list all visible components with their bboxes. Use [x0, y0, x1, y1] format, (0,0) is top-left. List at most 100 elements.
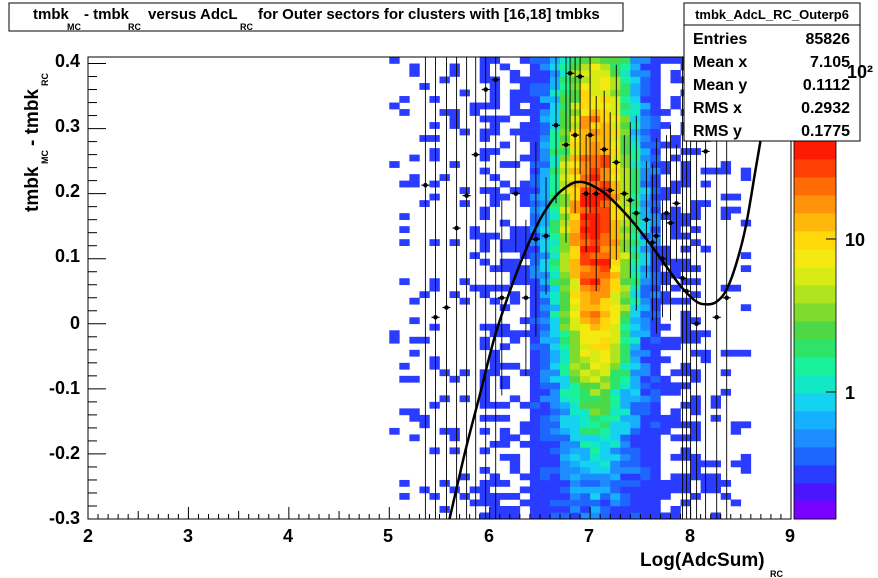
heatmap-cell	[620, 460, 631, 468]
heatmap-cell	[610, 408, 621, 416]
heatmap-cell	[479, 414, 491, 422]
heatmap-cell	[680, 486, 691, 494]
heatmap-cell	[600, 343, 611, 351]
heatmap-cell	[600, 349, 611, 357]
heatmap-cell	[620, 395, 631, 403]
heatmap-cell	[399, 109, 410, 116]
heatmap-cell	[630, 440, 641, 448]
heatmap-cell	[590, 466, 601, 474]
heatmap-cell	[650, 115, 661, 123]
profile-marker	[523, 295, 529, 301]
heatmap-cell	[409, 70, 420, 77]
heatmap-cell	[489, 505, 501, 513]
heatmap-cell	[549, 291, 561, 299]
heatmap-cell	[519, 265, 531, 273]
heatmap-cell	[479, 148, 491, 155]
heatmap-cell	[539, 421, 551, 429]
heatmap-cell	[560, 271, 571, 279]
heatmap-cell	[549, 219, 561, 227]
heatmap-cell	[529, 245, 541, 253]
heatmap-cell	[670, 57, 681, 64]
heatmap-cell	[399, 375, 410, 383]
heatmap-cell	[580, 414, 591, 422]
heatmap-cell	[690, 213, 701, 220]
heatmap-cell	[600, 408, 611, 416]
heatmap-cell	[590, 388, 601, 396]
heatmap-cell	[710, 401, 721, 409]
heatmap-cell	[479, 388, 491, 396]
heatmap-cell	[630, 167, 641, 175]
heatmap-cell	[630, 434, 641, 442]
heatmap-cell	[529, 232, 541, 240]
heatmap-cell	[580, 343, 591, 351]
heatmap-cell	[509, 96, 521, 103]
heatmap-cell	[529, 83, 541, 90]
heatmap-cell	[519, 135, 531, 142]
heatmap-cell	[650, 291, 661, 299]
heatmap-cell	[549, 414, 561, 422]
heatmap-cell	[509, 395, 521, 403]
heatmap-cell	[570, 453, 581, 461]
heatmap-cell	[600, 460, 611, 468]
heatmap-cell	[600, 362, 611, 370]
heatmap-cell	[560, 239, 571, 247]
heatmap-cell	[449, 70, 460, 77]
heatmap-cell	[640, 421, 651, 429]
heatmap-cell	[509, 128, 521, 136]
y-axis-label-sub1: MC	[40, 150, 50, 164]
heatmap-cell	[409, 408, 420, 416]
heatmap-cell	[710, 395, 721, 403]
profile-marker	[593, 191, 599, 196]
heatmap-cell	[519, 226, 531, 233]
heatmap-cell	[549, 135, 561, 142]
heatmap-cell	[640, 330, 651, 338]
heatmap-cell	[489, 89, 501, 97]
heatmap-cell	[600, 200, 611, 207]
heatmap-cell	[519, 96, 531, 103]
heatmap-cell	[519, 499, 531, 507]
heatmap-cell	[499, 161, 511, 168]
heatmap-cell	[519, 109, 531, 116]
heatmap-cell	[610, 70, 621, 77]
heatmap-cell	[549, 447, 561, 455]
heatmap-cell	[620, 252, 631, 260]
heatmap-cell	[539, 304, 551, 312]
heatmap-cell	[640, 336, 651, 344]
profile-marker	[644, 217, 649, 222]
heatmap-cell	[580, 161, 591, 168]
heatmap-cell	[419, 414, 430, 422]
heatmap-cell	[630, 343, 641, 351]
stats-value: 85826	[806, 31, 851, 48]
heatmap-cell	[399, 278, 410, 286]
heatmap-cell	[499, 141, 511, 149]
heatmap-cell	[529, 109, 541, 116]
heatmap-cell	[580, 401, 591, 409]
heatmap-cell	[640, 447, 651, 455]
heatmap-cell	[449, 486, 460, 494]
heatmap-cell	[409, 349, 420, 357]
heatmap-cell	[539, 226, 551, 233]
heatmap-cell	[539, 76, 551, 84]
heatmap-cell	[740, 466, 752, 474]
heatmap-cell	[529, 369, 541, 377]
heatmap-cell	[630, 89, 641, 97]
heatmap-cell	[630, 154, 641, 162]
heatmap-cell	[730, 193, 742, 201]
heatmap-cell	[539, 180, 551, 188]
heatmap-cell	[509, 232, 521, 240]
heatmap-cell	[660, 297, 671, 305]
heatmap-cell	[529, 180, 541, 188]
heatmap-cell	[620, 408, 631, 416]
heatmap-cell	[620, 70, 631, 77]
heatmap-cell	[600, 447, 611, 455]
profile-marker	[724, 295, 729, 301]
palette-swatch	[794, 249, 836, 268]
heatmap-cell	[640, 174, 651, 181]
profile-marker	[622, 191, 627, 196]
heatmap-cell	[560, 453, 571, 461]
profile-marker	[433, 315, 438, 320]
heatmap-cell	[549, 109, 561, 116]
heatmap-cell	[570, 414, 581, 422]
heatmap-cell	[580, 219, 591, 227]
plot-title: tmbk MC - tmbk RC versus AdcL RC for Out…	[8, 2, 624, 32]
